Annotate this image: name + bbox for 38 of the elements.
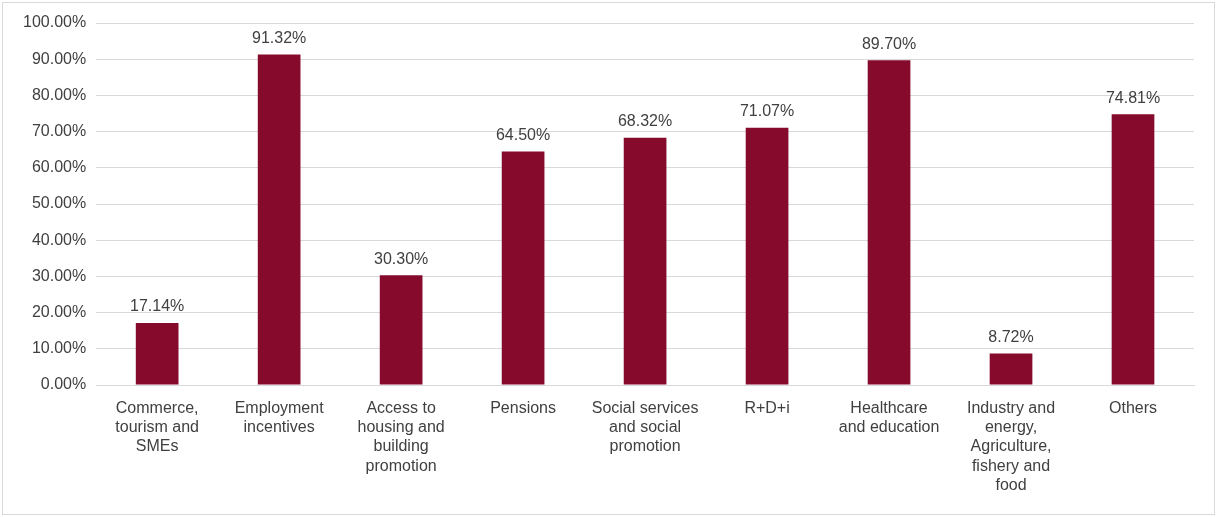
x-tick-label: Commerce, tourism and SMEs <box>115 399 199 455</box>
x-tick-label: Social services and social promotion <box>591 399 699 455</box>
x-tick-label: Employment incentives <box>234 399 325 436</box>
bar <box>1111 114 1155 385</box>
data-label: 89.70% <box>861 34 917 52</box>
x-tick-label: Industry and energy, Agriculture, fishery and food <box>967 399 1056 493</box>
bar <box>867 60 911 385</box>
data-label: 74.81% <box>1105 88 1161 106</box>
data-label: 91.32% <box>252 28 307 46</box>
x-tick-label: R+D+i <box>744 399 790 417</box>
y-tick-label: 50.00% <box>31 194 87 212</box>
bar <box>379 275 423 385</box>
bar <box>745 127 789 385</box>
y-tick-label: 10.00% <box>31 339 87 357</box>
data-label: 71.07% <box>739 102 795 120</box>
bar <box>623 137 667 385</box>
x-tick-label: Healthcare and education <box>838 399 940 436</box>
data-label: 68.32% <box>617 112 673 130</box>
y-tick-label: 90.00% <box>31 49 87 67</box>
x-tick-label: Pensions <box>490 399 557 417</box>
y-tick-label: 30.00% <box>31 266 87 284</box>
data-label: 8.72% <box>988 327 1034 345</box>
bar <box>501 151 545 385</box>
x-tick-label: Others <box>1109 399 1158 417</box>
y-tick-label: 20.00% <box>31 303 87 321</box>
y-tick-label: 80.00% <box>31 85 87 103</box>
y-tick-label: 70.00% <box>31 122 87 140</box>
y-tick-label: 40.00% <box>31 230 87 248</box>
data-label: 30.30% <box>373 249 429 267</box>
y-tick-label: 100.00% <box>22 13 87 31</box>
y-tick-label: 0.00% <box>40 375 87 393</box>
data-label: 64.50% <box>495 125 551 143</box>
y-tick-label: 60.00% <box>31 158 87 176</box>
bar <box>989 353 1033 385</box>
data-label: 17.14% <box>130 297 185 315</box>
bar <box>135 322 179 385</box>
x-tick-label: Access to housing and building promotion <box>357 399 445 474</box>
bar <box>257 54 301 385</box>
